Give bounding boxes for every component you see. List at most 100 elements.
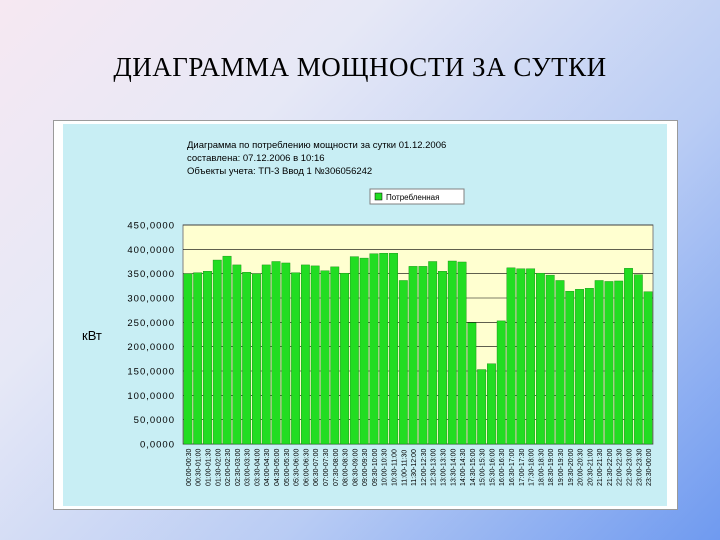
x-tick-label: 07:00-07:30 bbox=[323, 449, 330, 486]
bar bbox=[428, 261, 438, 445]
bar bbox=[506, 267, 516, 445]
chart-title-line-3: Объекты учета: ТП-3 Ввод 1 №306056242 bbox=[187, 166, 372, 177]
y-tick-label: 350,0000 bbox=[127, 269, 175, 280]
bar bbox=[438, 271, 447, 445]
x-tick-label: 18:00-18:30 bbox=[538, 449, 545, 486]
y-tick-label: 300,0000 bbox=[127, 294, 175, 305]
chart-title-line-1: Диаграмма по потреблению мощности за сут… bbox=[187, 140, 446, 151]
x-tick-label: 20:00-20:30 bbox=[578, 449, 585, 486]
x-tick-label: 22:30-23:00 bbox=[627, 449, 634, 486]
bar bbox=[633, 274, 643, 445]
x-tick-label: 17:00-17:30 bbox=[519, 449, 526, 486]
x-tick-labels: 00:00-00:30 00:30-01:00 01:00-01:30 01:30-0… bbox=[186, 449, 653, 486]
bar bbox=[193, 272, 203, 445]
bar bbox=[330, 266, 340, 445]
legend-box bbox=[369, 188, 465, 205]
bar bbox=[232, 264, 242, 445]
bar bbox=[222, 255, 232, 445]
bar bbox=[408, 266, 418, 445]
y-axis-label: кВт bbox=[82, 328, 102, 343]
bar bbox=[457, 261, 467, 445]
bar bbox=[487, 363, 496, 445]
bar bbox=[379, 253, 389, 445]
bar bbox=[398, 280, 408, 445]
y-tick-label: 100,0000 bbox=[127, 391, 175, 402]
bar bbox=[535, 272, 545, 445]
x-tick-label: 01:30-02:00 bbox=[215, 449, 222, 486]
x-tick-label: 06:00-06:30 bbox=[303, 449, 310, 486]
x-tick-label: 02:00-02:30 bbox=[225, 449, 232, 486]
x-tick-label: 09:00-09:30 bbox=[362, 449, 369, 486]
bar bbox=[545, 274, 555, 445]
x-tick-label: 03:30-04:00 bbox=[254, 449, 261, 486]
x-tick-label: 16:30-17:00 bbox=[509, 449, 516, 486]
x-tick-label: 05:30-06:00 bbox=[294, 449, 301, 486]
x-tick-label: 04:00-04:30 bbox=[264, 449, 271, 486]
x-tick-label: 10:00-10:30 bbox=[382, 449, 389, 486]
x-tick-label: 19:00-19:30 bbox=[558, 449, 565, 486]
x-tick-label: 06:30-07:00 bbox=[313, 449, 320, 486]
bar bbox=[643, 291, 653, 445]
bar bbox=[369, 253, 379, 445]
x-tick-label: 15:00-15:30 bbox=[480, 449, 487, 486]
bar bbox=[565, 290, 575, 445]
x-tick-label: 17:30-18:00 bbox=[529, 449, 536, 486]
bar bbox=[340, 272, 349, 445]
x-tick-label: 20:30-21:00 bbox=[587, 449, 594, 486]
bar bbox=[212, 259, 222, 445]
chart-title-line-2: составлена: 07.12.2006 в 10:16 bbox=[187, 153, 325, 164]
x-tick-label: 19:30-20:00 bbox=[568, 449, 575, 486]
bar bbox=[310, 265, 320, 445]
bar bbox=[418, 266, 428, 445]
bars bbox=[183, 253, 653, 445]
bar bbox=[584, 288, 594, 445]
bar bbox=[300, 264, 310, 445]
x-tick-label: 18:30-19:00 bbox=[548, 449, 555, 486]
x-tick-label: 13:00-13:30 bbox=[440, 449, 447, 486]
bar bbox=[261, 264, 271, 445]
y-tick-label: 0,0000 bbox=[140, 440, 175, 451]
x-tick-label: 22:00-22:30 bbox=[617, 449, 624, 486]
bar bbox=[203, 271, 212, 445]
y-tick-label: 50,0000 bbox=[134, 415, 175, 426]
gridlines bbox=[183, 224, 653, 445]
bar bbox=[555, 280, 565, 445]
legend-swatch bbox=[374, 192, 383, 201]
bar bbox=[526, 268, 536, 445]
x-tick-label: 08:30-09:00 bbox=[352, 449, 359, 486]
x-tick-label: 08:00-08:30 bbox=[343, 449, 350, 486]
bar bbox=[624, 268, 633, 445]
x-tick-label: 00:30-01:00 bbox=[196, 449, 203, 486]
slide-title: ДИАГРАММА МОЩНОСТИ ЗА СУТКИ bbox=[113, 52, 607, 82]
x-tick-label: 16:00-16:30 bbox=[499, 449, 506, 486]
x-tick-label: 14:00-14:30 bbox=[460, 449, 467, 486]
bar bbox=[183, 273, 193, 445]
x-tick-label: 15:30-16:00 bbox=[489, 449, 496, 486]
x-tick-label: 11:00-11:30 bbox=[401, 450, 408, 486]
bar bbox=[349, 256, 359, 445]
x-tick-label: 12:30-13:00 bbox=[431, 449, 438, 486]
bar bbox=[594, 280, 604, 445]
x-tick-label: 03:00-03:30 bbox=[245, 449, 252, 486]
bar bbox=[242, 272, 252, 445]
x-tick-label: 05:00-05:30 bbox=[284, 449, 291, 486]
x-tick-label: 14:30-15:00 bbox=[470, 449, 477, 486]
bar bbox=[281, 262, 291, 445]
x-tick-label: 12:00-12:30 bbox=[421, 449, 428, 486]
x-tick-label: 00:00-00:30 bbox=[186, 449, 193, 486]
bar bbox=[447, 260, 457, 445]
x-tick-label: 23:00-23:30 bbox=[636, 449, 643, 486]
x-tick-label: 02:30-03:00 bbox=[235, 449, 242, 486]
bar bbox=[604, 281, 614, 445]
x-tick-label: 04:30-05:00 bbox=[274, 449, 281, 486]
bar bbox=[252, 273, 261, 445]
bar bbox=[320, 270, 330, 445]
chart-header: Диаграмма по потреблению мощности за сут… bbox=[187, 140, 465, 205]
plot-area bbox=[182, 224, 654, 445]
x-tick-label: 21:30-22:00 bbox=[607, 449, 614, 486]
bar bbox=[614, 280, 624, 445]
x-tick-label: 09:30-10:00 bbox=[372, 449, 379, 486]
x-tick-label: 07:30-08:00 bbox=[333, 449, 340, 486]
bar bbox=[271, 261, 281, 445]
